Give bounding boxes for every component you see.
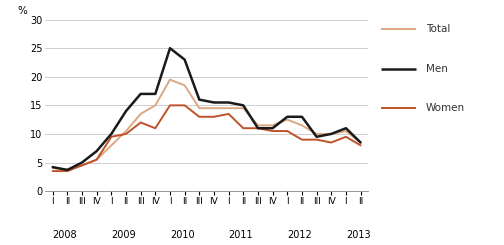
Text: 2009: 2009 [111, 230, 136, 240]
Text: 2011: 2011 [229, 230, 253, 240]
Text: 2008: 2008 [53, 230, 77, 240]
Text: 2012: 2012 [287, 230, 312, 240]
Text: 2013: 2013 [346, 230, 370, 240]
Y-axis label: %: % [18, 6, 28, 16]
Text: 2010: 2010 [170, 230, 195, 240]
Text: Total: Total [426, 24, 450, 34]
Text: Women: Women [426, 103, 465, 113]
Text: Men: Men [426, 64, 448, 74]
